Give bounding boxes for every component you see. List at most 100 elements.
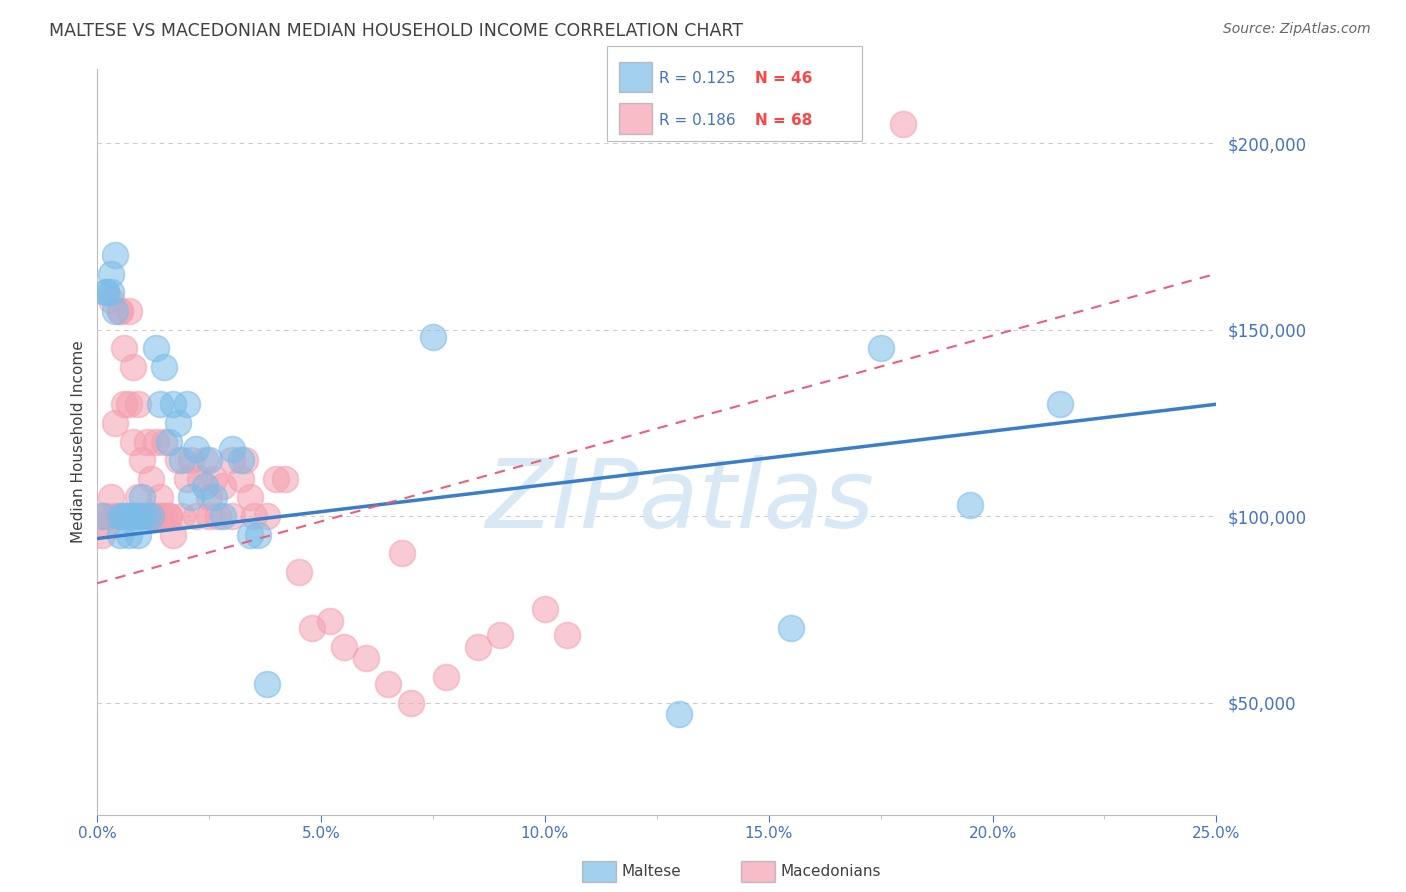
Point (96, 509, 118, 524)
Point (188, 472, 211, 486)
Point (135, 509, 157, 524)
Point (221, 509, 243, 524)
Point (176, 397, 198, 411)
Point (266, 472, 288, 486)
Point (194, 479, 217, 493)
Point (90, 528, 112, 542)
Point (122, 509, 145, 524)
Point (162, 528, 184, 542)
Point (127, 509, 149, 524)
Point (131, 509, 153, 524)
Point (112, 509, 135, 524)
Point (211, 479, 233, 493)
Point (90, 509, 112, 524)
Point (391, 546, 413, 560)
Point (180, 453, 202, 467)
Point (198, 509, 221, 524)
Point (118, 528, 141, 542)
Point (139, 472, 162, 486)
Point (127, 397, 149, 411)
Point (96, 285, 118, 300)
Point (256, 509, 278, 524)
Point (467, 640, 489, 654)
Text: ZIPatlas: ZIPatlas (485, 455, 873, 548)
Point (122, 359, 145, 374)
Point (1049, 397, 1071, 411)
Text: N = 68: N = 68 (755, 113, 813, 128)
Point (118, 509, 141, 524)
Point (221, 442, 243, 456)
Point (211, 509, 233, 524)
Point (422, 330, 444, 344)
Point (112, 397, 135, 411)
Point (149, 509, 172, 524)
Point (108, 528, 131, 542)
Point (104, 509, 127, 524)
Point (104, 304, 127, 318)
Point (557, 628, 579, 642)
Point (153, 359, 176, 374)
Text: R = 0.125: R = 0.125 (659, 71, 735, 86)
Point (274, 472, 297, 486)
Point (157, 509, 180, 524)
Point (149, 397, 172, 411)
Point (668, 706, 690, 721)
Point (198, 453, 221, 467)
Point (377, 677, 399, 691)
Point (112, 341, 135, 355)
Point (221, 453, 243, 467)
Point (959, 498, 981, 512)
Point (176, 472, 198, 486)
Point (90, 509, 112, 524)
Point (108, 304, 131, 318)
Point (112, 509, 135, 524)
Point (118, 397, 141, 411)
Point (104, 416, 127, 430)
Point (194, 453, 217, 467)
Point (131, 509, 153, 524)
Point (131, 453, 153, 467)
Point (127, 491, 149, 505)
Point (96, 285, 118, 300)
Text: N = 46: N = 46 (755, 71, 813, 86)
Point (100, 285, 122, 300)
Point (104, 248, 127, 262)
Point (202, 491, 225, 505)
Point (167, 416, 190, 430)
Point (108, 509, 131, 524)
Y-axis label: Median Household Income: Median Household Income (72, 340, 86, 543)
Point (319, 614, 342, 628)
Point (131, 491, 153, 505)
Point (301, 621, 323, 635)
Point (534, 602, 557, 616)
Point (108, 304, 131, 318)
Point (135, 509, 157, 524)
Point (162, 397, 184, 411)
Text: MALTESE VS MACEDONIAN MEDIAN HOUSEHOLD INCOME CORRELATION CHART: MALTESE VS MACEDONIAN MEDIAN HOUSEHOLD I… (49, 22, 744, 40)
Point (780, 621, 803, 635)
Text: Source: ZipAtlas.com: Source: ZipAtlas.com (1223, 22, 1371, 37)
Point (122, 434, 145, 449)
Point (247, 528, 270, 542)
Point (153, 434, 176, 449)
Point (100, 267, 122, 281)
Point (436, 669, 458, 683)
Point (489, 628, 512, 642)
Point (139, 509, 162, 524)
Point (354, 651, 377, 665)
Point (238, 491, 260, 505)
Point (172, 509, 194, 524)
Point (135, 434, 157, 449)
Point (167, 453, 190, 467)
Point (288, 565, 311, 579)
Point (233, 453, 256, 467)
Point (96, 516, 118, 531)
Point (157, 509, 180, 524)
Point (122, 509, 145, 524)
Text: Macedonians: Macedonians (780, 864, 880, 879)
Point (184, 442, 207, 456)
Point (149, 491, 172, 505)
Point (207, 509, 229, 524)
Point (139, 509, 162, 524)
Point (229, 453, 252, 467)
